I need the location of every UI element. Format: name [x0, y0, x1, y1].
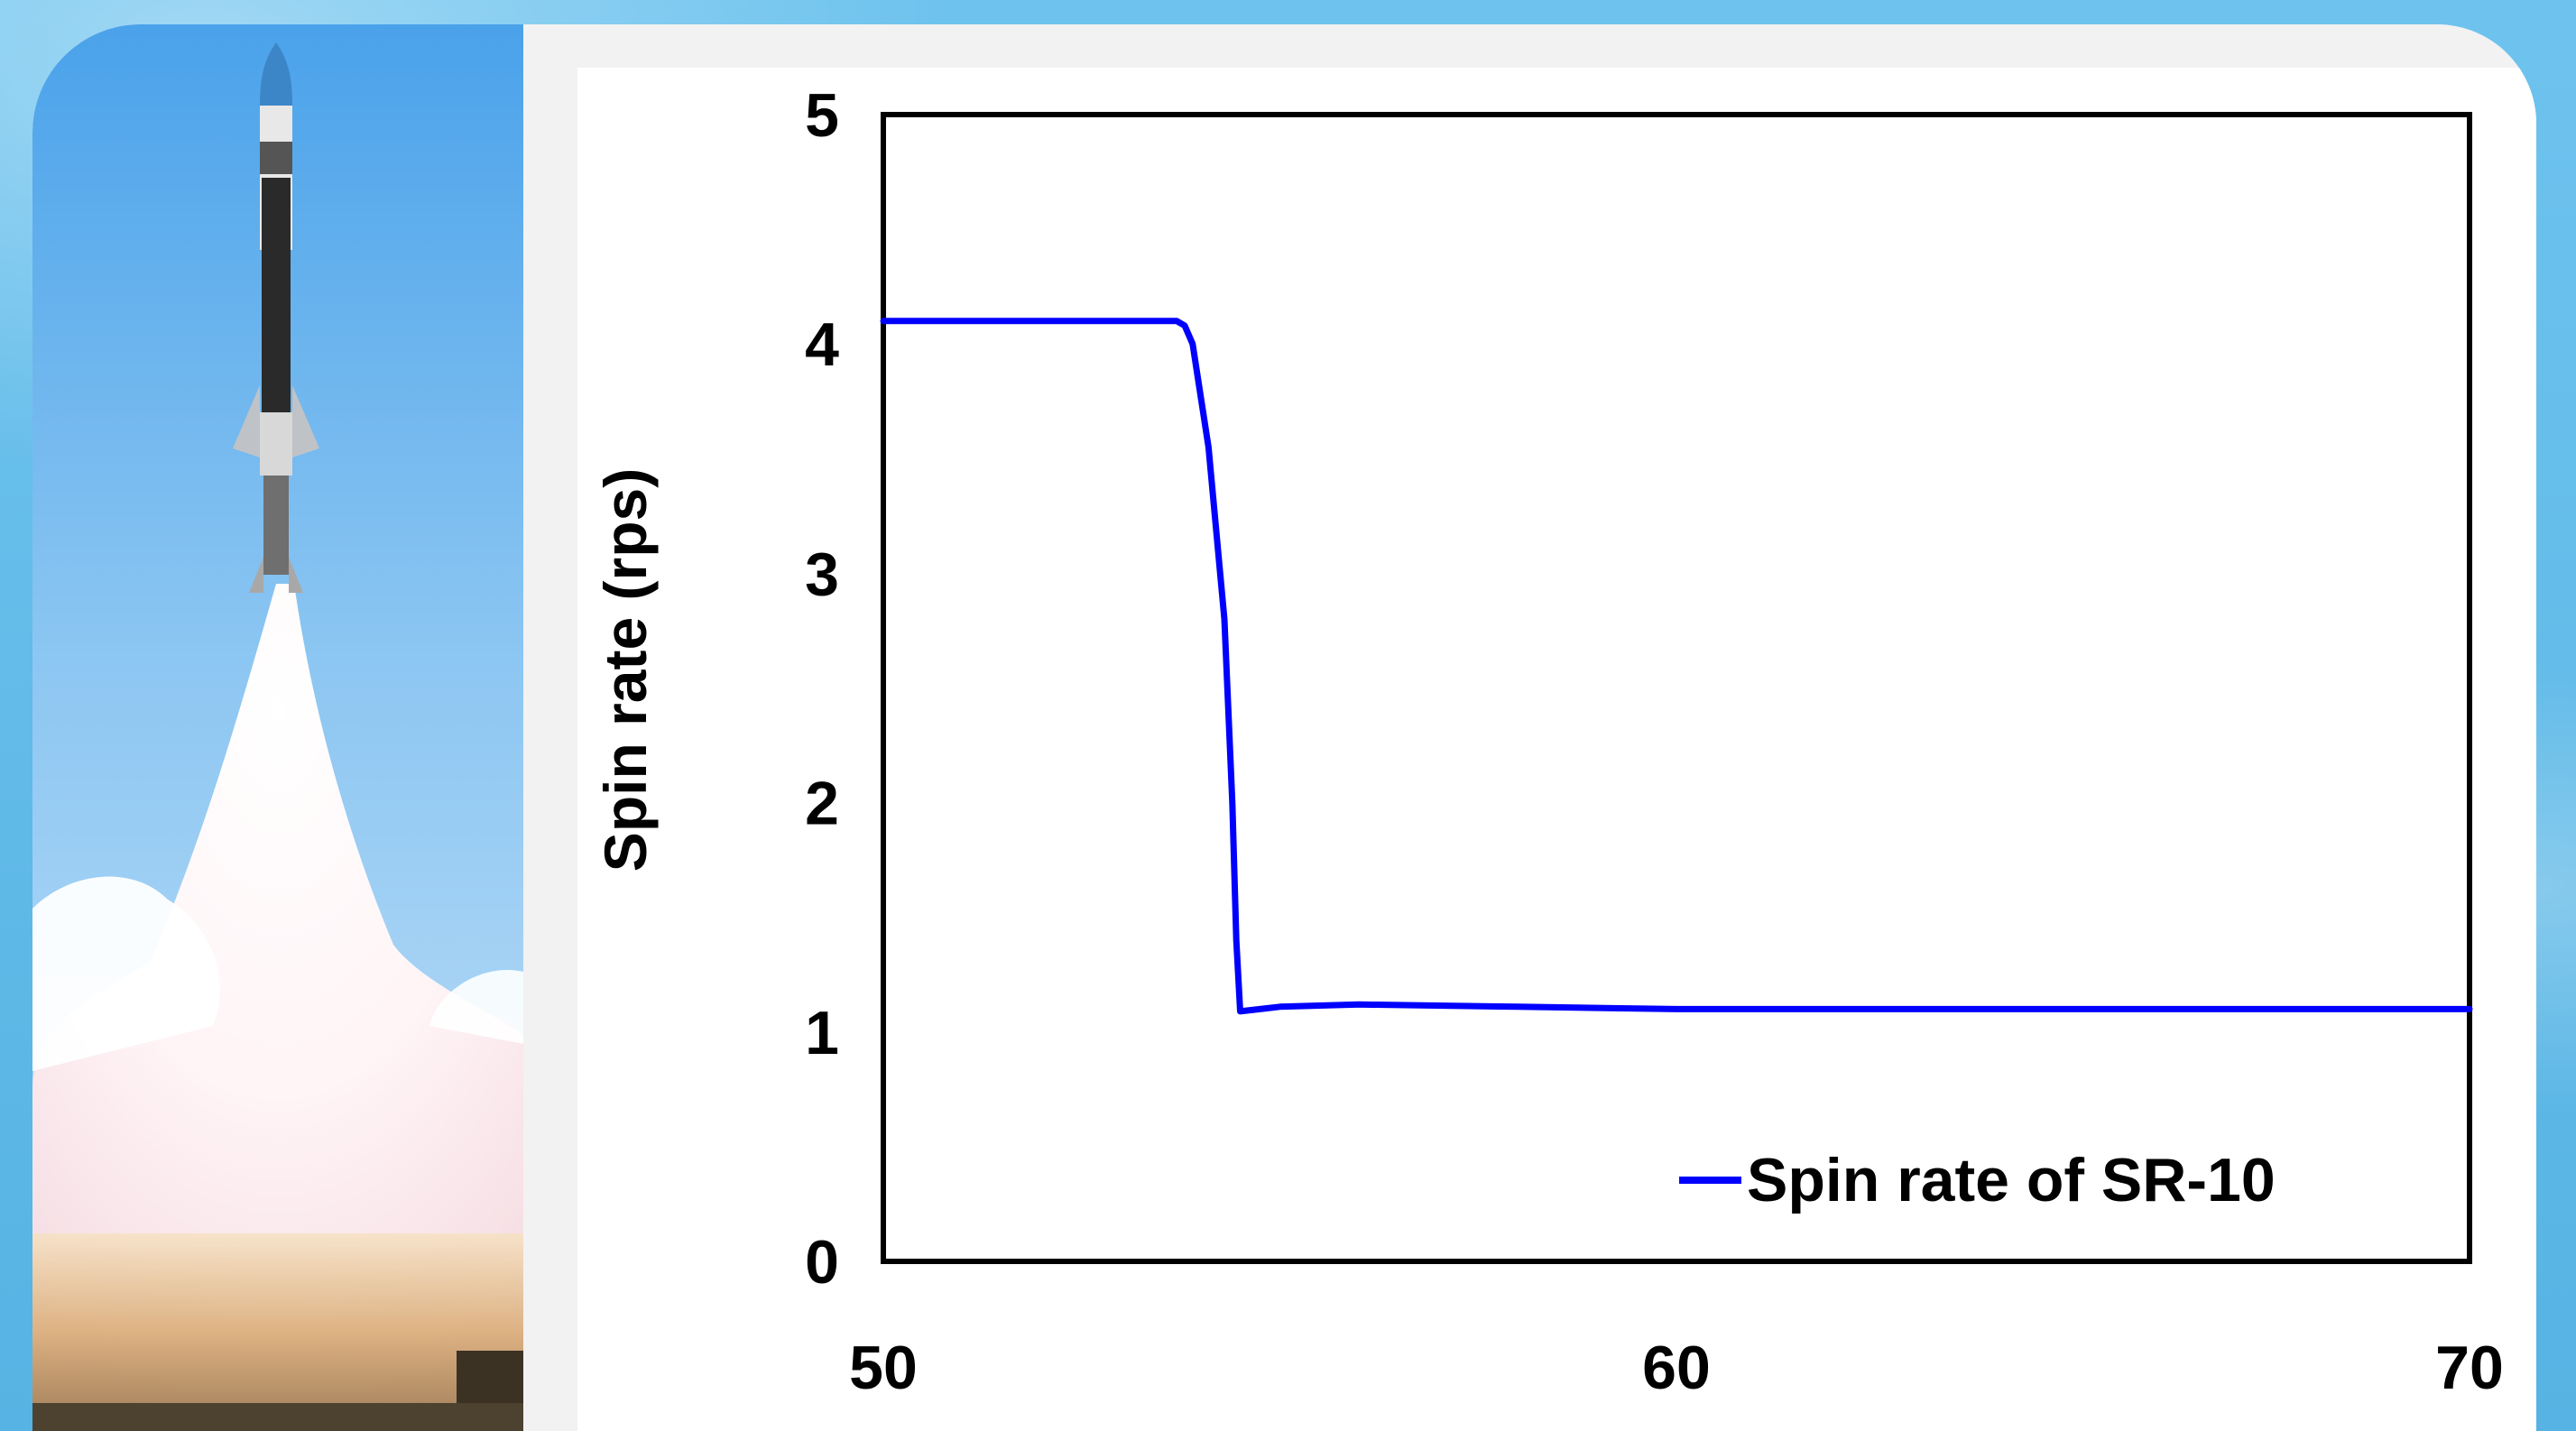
y-tick-label: 0: [805, 1228, 839, 1297]
spin-rate-chart: 0 1 2 3 4 5 50 60 70 Spin rate (rps) Spin rate of …: [592, 81, 2504, 1402]
rocket-launch-photo: [32, 24, 523, 1431]
y-tick-label: 2: [805, 770, 839, 838]
y-axis-label: Spin rate (rps): [592, 468, 659, 872]
plot-panel: 0 1 2 3 4 5 50 60 70 Spin rate (rps) Spin rate of …: [577, 68, 2536, 1431]
rocket-icon: [233, 42, 319, 593]
series-line: [880, 318, 2473, 1015]
x-tick-label: 70: [2435, 1334, 2504, 1402]
slide-card: 0 1 2 3 4 5 50 60 70 Spin rate (rps) Spin rate of …: [32, 24, 2536, 1431]
y-tick-label: 5: [805, 81, 839, 150]
x-tick-label: 60: [1642, 1334, 1711, 1402]
plot-frame: [881, 112, 2472, 1264]
y-tick-label: 3: [805, 540, 839, 608]
y-tick-label: 1: [805, 999, 839, 1067]
x-tick-label: 50: [849, 1334, 918, 1402]
y-tick-label: 4: [805, 310, 839, 379]
legend-label: Spin rate of SR-10: [1747, 1146, 2276, 1214]
